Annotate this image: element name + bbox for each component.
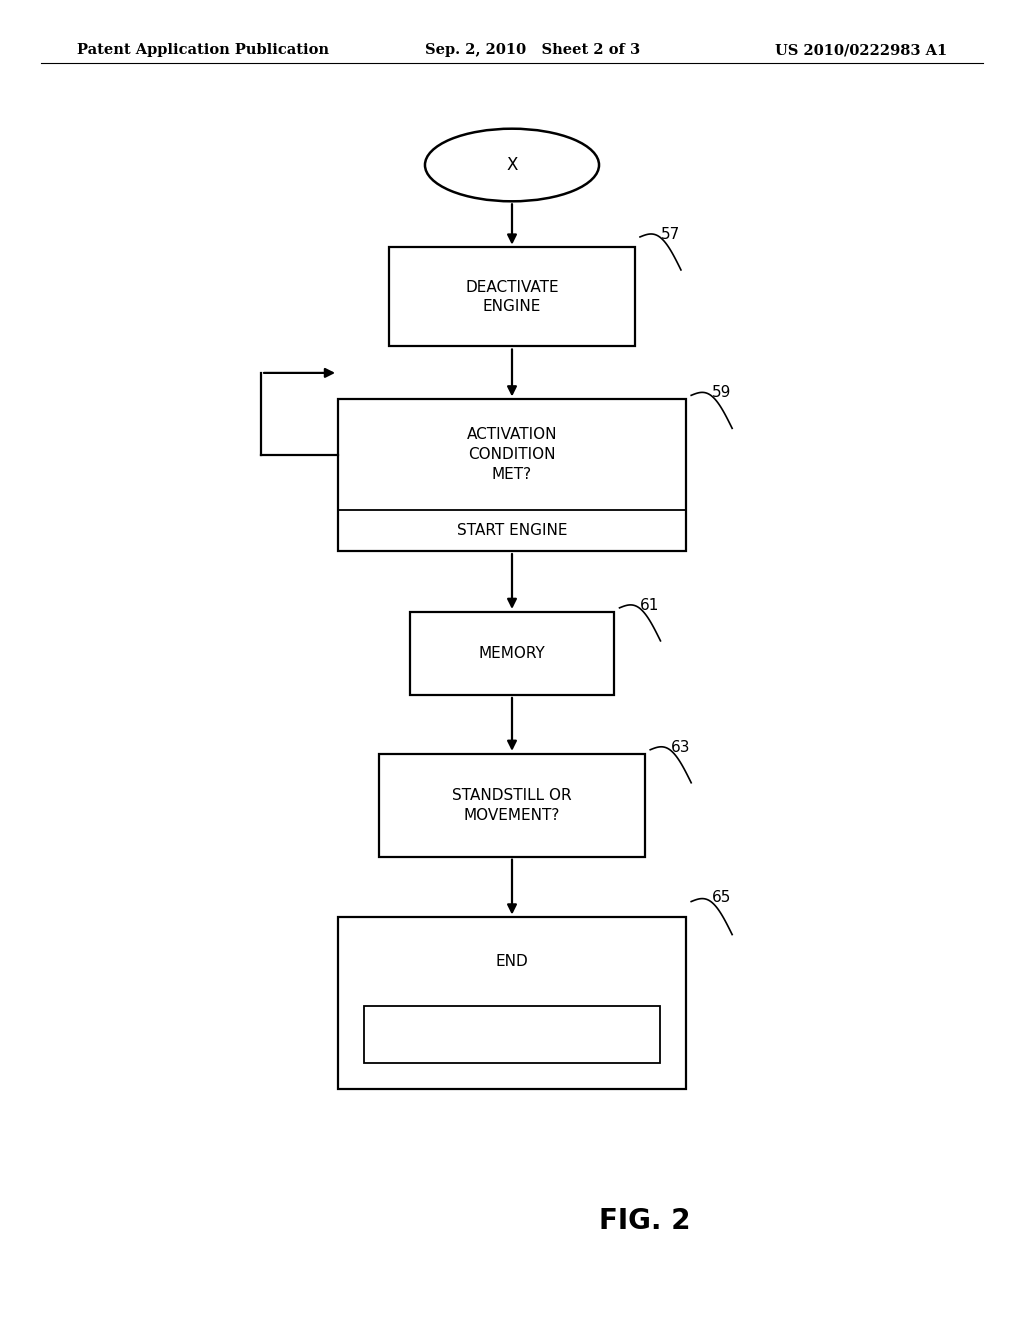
Text: MEMORY: MEMORY [478, 645, 546, 661]
Text: END: END [496, 954, 528, 969]
Bar [389, 248, 635, 346]
Text: DEACTIVATE
ENGINE: DEACTIVATE ENGINE [465, 280, 559, 314]
Bar [338, 917, 686, 1089]
Bar [410, 611, 614, 694]
Text: 59: 59 [712, 385, 731, 400]
Text: US 2010/0222983 A1: US 2010/0222983 A1 [775, 44, 947, 57]
Text: STANDSTILL OR
MOVEMENT?: STANDSTILL OR MOVEMENT? [453, 788, 571, 822]
Bar [364, 1006, 660, 1063]
Text: 65: 65 [712, 890, 731, 906]
Text: START ENGINE: START ENGINE [457, 523, 567, 539]
Text: FIG. 2: FIG. 2 [599, 1206, 691, 1236]
Text: Patent Application Publication: Patent Application Publication [77, 44, 329, 57]
Text: 61: 61 [640, 598, 659, 612]
Text: 57: 57 [660, 227, 680, 242]
Bar [338, 400, 686, 552]
Text: Sep. 2, 2010   Sheet 2 of 3: Sep. 2, 2010 Sheet 2 of 3 [425, 44, 640, 57]
Text: 63: 63 [671, 739, 690, 755]
Text: X: X [506, 156, 518, 174]
Bar [379, 754, 645, 857]
Text: ACTIVATION
CONDITION
MET?: ACTIVATION CONDITION MET? [467, 428, 557, 482]
